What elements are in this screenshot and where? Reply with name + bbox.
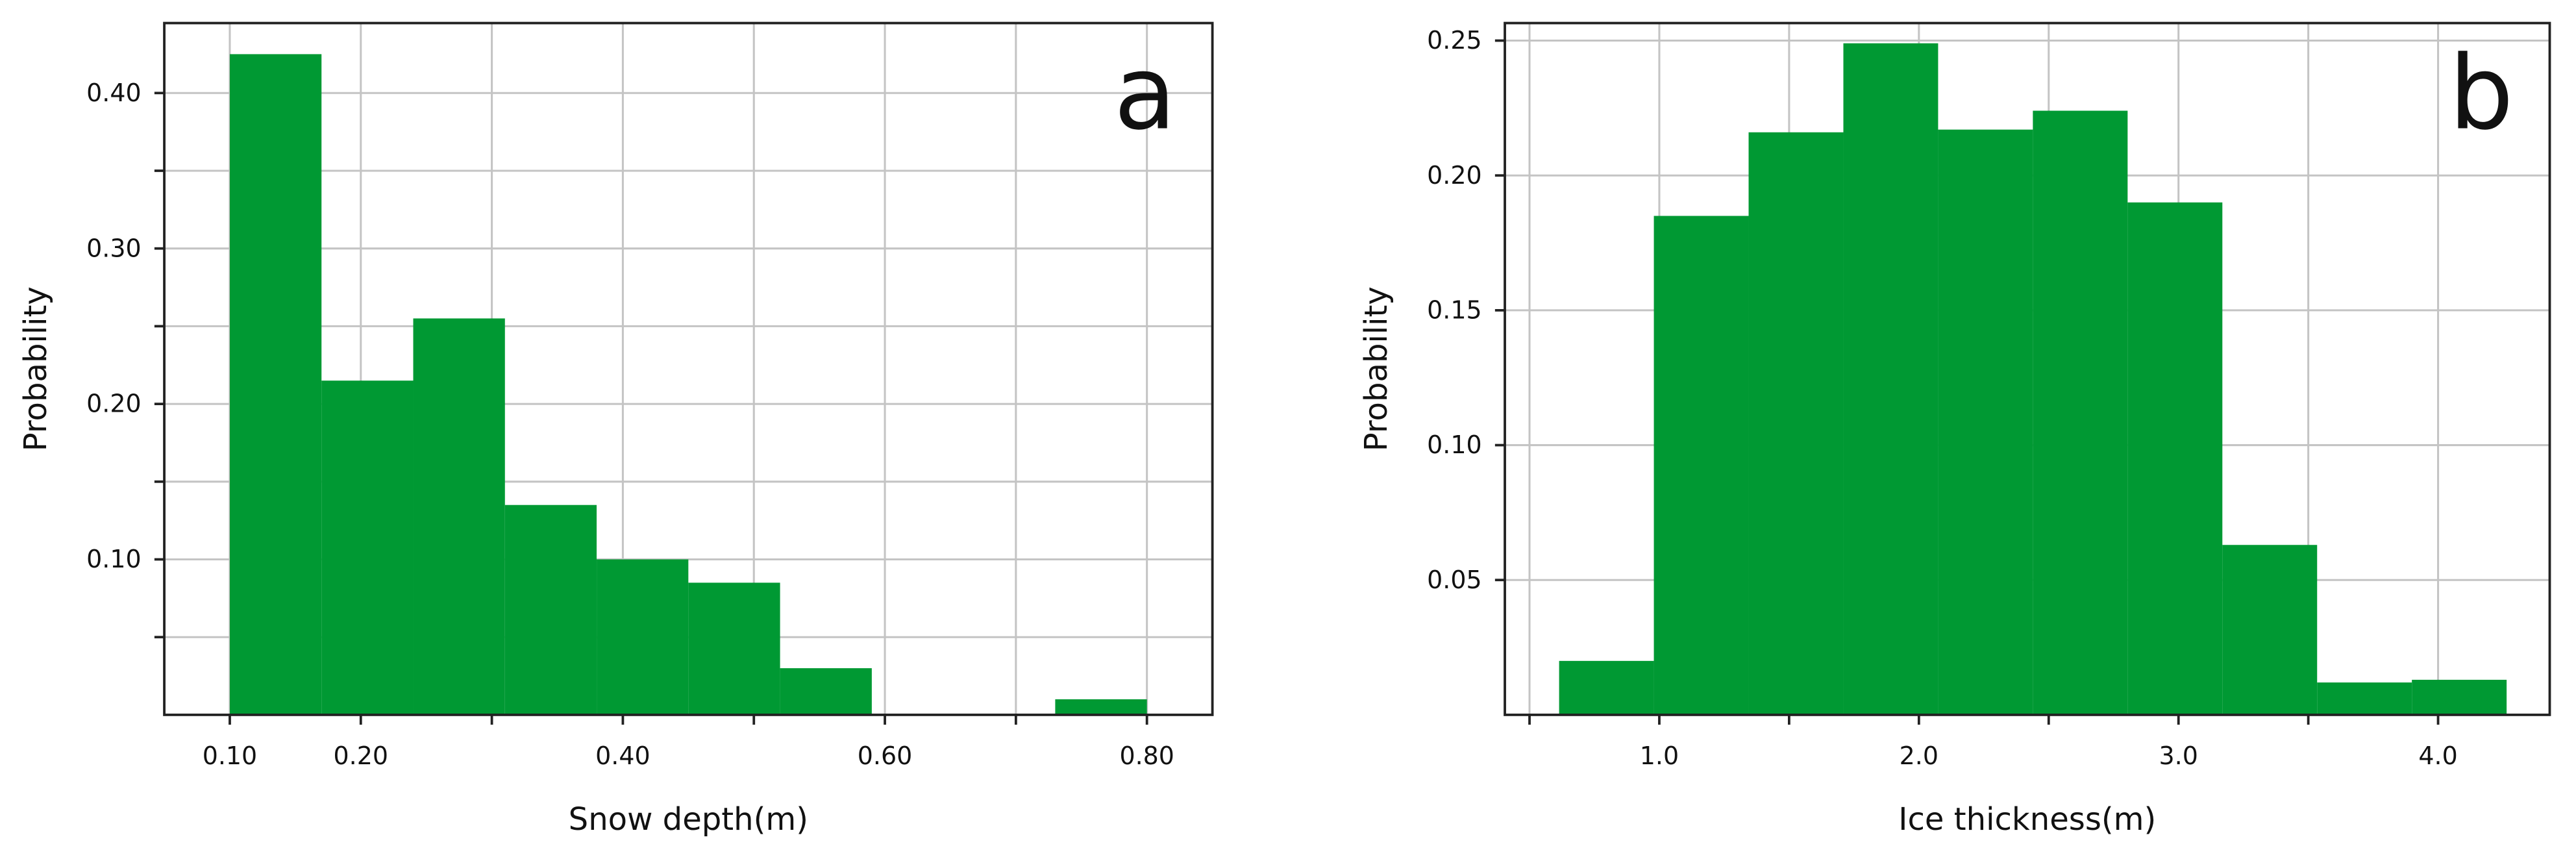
bar [2033,110,2128,715]
y-tick-label: 0.15 [1427,296,1481,325]
y-tick-label: 0.10 [1427,430,1481,459]
x-tick-label: 2.0 [1900,742,1938,770]
x-tick-label: 1.0 [1640,742,1679,770]
bar [1559,660,1654,715]
bar [229,54,322,715]
panel-letter: b [2449,34,2514,153]
x-tick-label: 3.0 [2159,742,2198,770]
y-axis-label: Probability [1358,286,1394,451]
bar [688,582,780,715]
bar [1748,132,1844,715]
bar [1055,699,1147,715]
y-tick-label: 0.20 [1427,161,1481,190]
x-axis-label: Ice thickness(m) [1898,801,2156,838]
bar [2317,682,2412,715]
y-tick-label: 0.40 [86,79,141,107]
y-tick-label: 0.30 [86,234,141,262]
x-tick-label: 0.40 [595,742,650,770]
bar [2412,679,2507,715]
panel-letter: a [1114,34,1176,153]
y-tick-label: 0.05 [1427,566,1481,594]
axes-frame [163,21,1214,716]
x-tick-label: 0.80 [1119,742,1174,770]
y-axis-label: Probability [18,286,54,451]
bar [1653,216,1749,715]
bar [2222,545,2318,715]
axes-frame [1504,21,2551,716]
x-tick-label: 4.0 [2418,742,2457,770]
y-tick-label: 0.25 [1427,26,1481,55]
bar [413,318,505,715]
bar [1843,43,1938,715]
bar [504,505,597,715]
x-axis-label: Snow depth(m) [569,801,808,838]
bar [1938,129,2033,715]
x-tick-label: 0.60 [858,742,912,770]
bar [597,559,689,715]
y-tick-label: 0.20 [86,390,141,418]
bar [780,668,872,715]
x-tick-label: 0.20 [334,742,388,770]
bar [321,380,414,715]
x-tick-label: 0.10 [203,742,257,770]
bar [2127,202,2223,715]
y-tick-label: 0.10 [86,545,141,573]
